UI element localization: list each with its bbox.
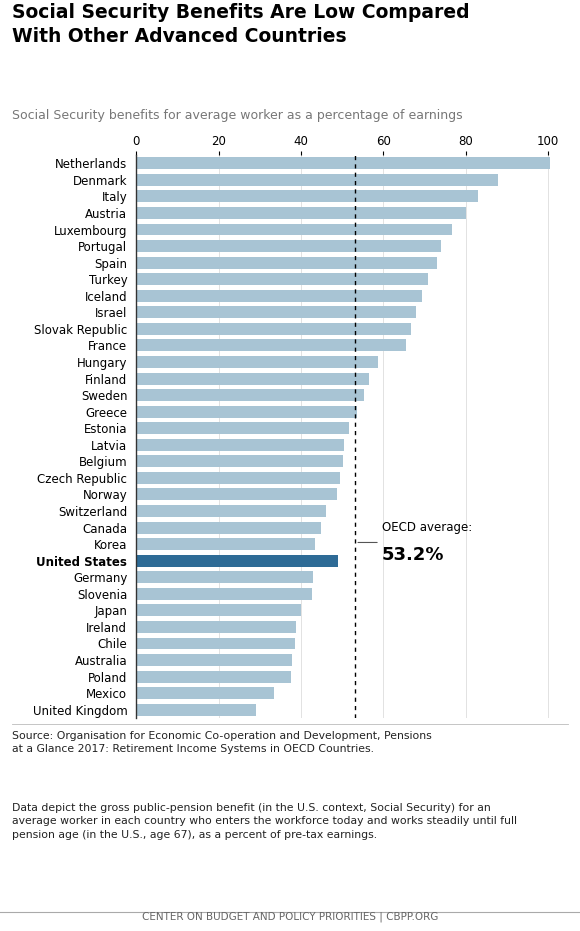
Bar	[136, 505, 327, 517]
Text: Social Security benefits for average worker as a percentage of earnings: Social Security benefits for average wor…	[12, 109, 462, 122]
Bar	[136, 555, 338, 567]
Text: Data depict the gross public-pension benefit (in the U.S. context, Social Securi: Data depict the gross public-pension ben…	[12, 803, 517, 840]
Bar	[136, 521, 321, 533]
Bar	[136, 240, 441, 252]
Bar	[136, 687, 274, 699]
Bar	[136, 472, 340, 484]
Bar	[136, 290, 422, 302]
Bar	[136, 406, 357, 418]
Bar	[136, 191, 478, 202]
Bar	[136, 306, 416, 318]
Bar	[136, 372, 369, 385]
Text: 53.2%: 53.2%	[382, 546, 444, 564]
Bar	[136, 257, 437, 269]
Bar	[136, 439, 344, 451]
Text: Source: Organisation for Economic Co-operation and Development, Pensions
at a Gl: Source: Organisation for Economic Co-ope…	[12, 731, 432, 754]
Bar	[136, 423, 350, 434]
Text: CENTER ON BUDGET AND POLICY PRIORITIES | CBPP.ORG: CENTER ON BUDGET AND POLICY PRIORITIES |…	[142, 912, 438, 923]
Bar	[136, 273, 429, 285]
Text: Social Security Benefits Are Low Compared
With Other Advanced Countries: Social Security Benefits Are Low Compare…	[12, 3, 469, 46]
Text: OECD average:: OECD average:	[382, 521, 472, 534]
Bar	[136, 389, 364, 401]
Bar	[136, 207, 466, 219]
Bar	[136, 587, 313, 600]
Bar	[136, 638, 295, 650]
Bar	[136, 604, 301, 616]
Bar	[136, 489, 337, 501]
Bar	[136, 323, 411, 335]
Bar	[136, 621, 296, 633]
Bar	[136, 654, 292, 666]
Bar	[136, 455, 343, 467]
Bar	[136, 356, 378, 368]
Bar	[136, 340, 406, 351]
Bar	[136, 572, 313, 583]
Bar	[136, 223, 452, 236]
Bar	[136, 174, 498, 186]
Bar	[136, 157, 550, 169]
Bar	[136, 670, 291, 682]
Bar	[136, 538, 315, 550]
Bar	[136, 704, 256, 716]
